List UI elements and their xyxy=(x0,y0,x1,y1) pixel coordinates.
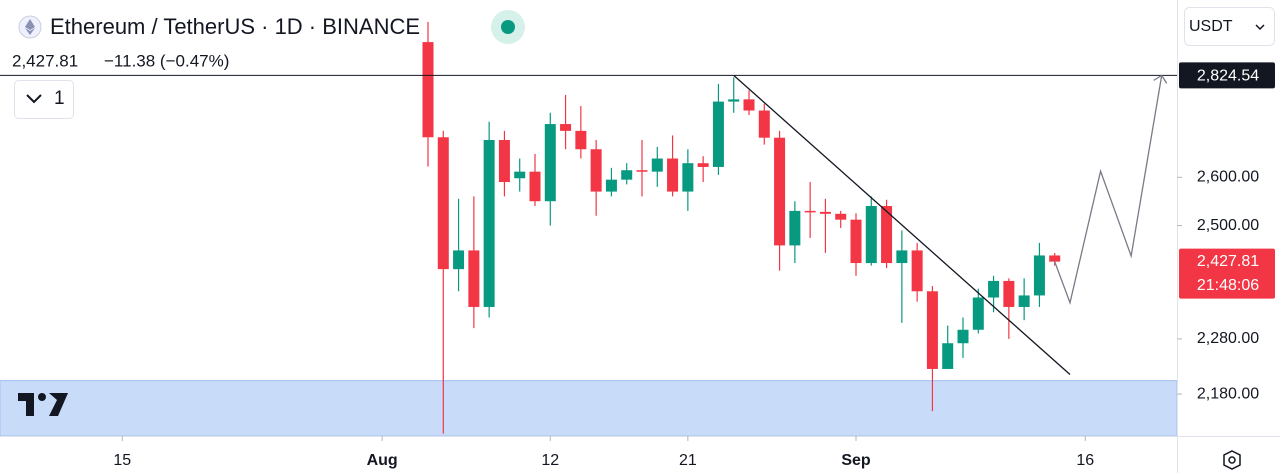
candle-body xyxy=(865,206,877,264)
candle-body xyxy=(988,280,1000,298)
candle-body xyxy=(957,329,969,344)
candle-body xyxy=(926,291,938,369)
y-tick-label: 2,280.00 xyxy=(1197,330,1259,347)
candle-body xyxy=(651,158,663,172)
indicators-toggle[interactable] xyxy=(14,80,74,119)
candle-body xyxy=(605,179,617,192)
chevron xyxy=(1255,24,1265,31)
candle-body xyxy=(972,297,984,330)
x-tick-label: 15 xyxy=(113,452,131,469)
currency-label: USDT xyxy=(1189,18,1233,35)
y-tick-label: 2,180.00 xyxy=(1197,385,1259,402)
x-tick-label: Sep xyxy=(841,452,871,469)
candle-body xyxy=(453,250,465,270)
candle-body xyxy=(483,140,495,307)
symbol-title: Ethereum / TetherUS · 1D · BINANCE xyxy=(50,14,420,39)
candle-body xyxy=(774,137,786,246)
candle-body xyxy=(697,163,709,167)
symbol-logo-icon xyxy=(25,19,35,35)
last-price-label: 2,427.81 xyxy=(1197,253,1259,270)
candle-body xyxy=(560,124,572,131)
level-label: 2,824.54 xyxy=(1197,68,1259,85)
market-status-dot xyxy=(501,20,515,34)
candle-body xyxy=(682,163,694,192)
x-tick-label: 16 xyxy=(1076,452,1094,469)
candle-body xyxy=(789,210,801,246)
x-tick-label: 12 xyxy=(541,452,559,469)
settings-icon xyxy=(1228,456,1236,464)
candle-body xyxy=(911,250,923,292)
candle-body xyxy=(1049,255,1061,262)
y-tick-label: 2,500.00 xyxy=(1197,217,1259,234)
candle-body xyxy=(514,171,526,179)
currency-select[interactable] xyxy=(1184,7,1275,46)
projection-path xyxy=(1054,75,1163,305)
candle-body xyxy=(835,213,847,220)
candle-body xyxy=(1033,255,1045,296)
settings-button[interactable] xyxy=(1223,450,1241,470)
candle-body xyxy=(1018,295,1030,307)
candle-body xyxy=(529,171,541,202)
candle-body xyxy=(743,99,755,111)
last-price-box xyxy=(1179,248,1275,299)
x-tick-label: 21 xyxy=(679,452,697,469)
candle-body xyxy=(621,170,633,180)
candle-body xyxy=(819,211,831,214)
candle-body xyxy=(758,110,770,138)
candle-body xyxy=(1003,280,1015,307)
projection-arrow xyxy=(1153,74,1168,84)
price-change: −11.38 (−0.47%) xyxy=(104,51,229,70)
plot-area xyxy=(0,21,1177,436)
last-price: 2,427.81 xyxy=(12,51,78,70)
tradingview-logo xyxy=(18,393,68,416)
candle-body xyxy=(850,219,862,264)
candle-body xyxy=(437,137,449,270)
candle-body xyxy=(667,158,679,192)
candle-body xyxy=(544,124,556,202)
candle-body xyxy=(636,170,648,172)
support-zone xyxy=(0,380,1177,436)
candle-body xyxy=(896,250,908,264)
candle-body xyxy=(498,140,510,183)
candle-body xyxy=(804,210,816,213)
candle-body xyxy=(881,206,893,264)
axes: 2,600.00 2,500.00 2,280.00 2,180.00 15 Aug 12 2… xyxy=(113,62,1275,469)
chevron xyxy=(26,94,42,104)
candle-body xyxy=(468,250,480,307)
indicators-count: 1 xyxy=(54,88,65,109)
candle-body xyxy=(712,101,724,167)
x-tick-label: Aug xyxy=(367,452,398,469)
candle-body xyxy=(942,343,954,369)
y-tick-label: 2,600.00 xyxy=(1197,169,1259,186)
countdown: 21:48:06 xyxy=(1197,277,1259,294)
trend-line xyxy=(733,74,1071,375)
candle-body xyxy=(575,130,587,150)
candle-body xyxy=(590,149,602,192)
candle-body xyxy=(422,42,434,138)
candle-body xyxy=(728,99,740,102)
level-label-box xyxy=(1179,62,1275,89)
